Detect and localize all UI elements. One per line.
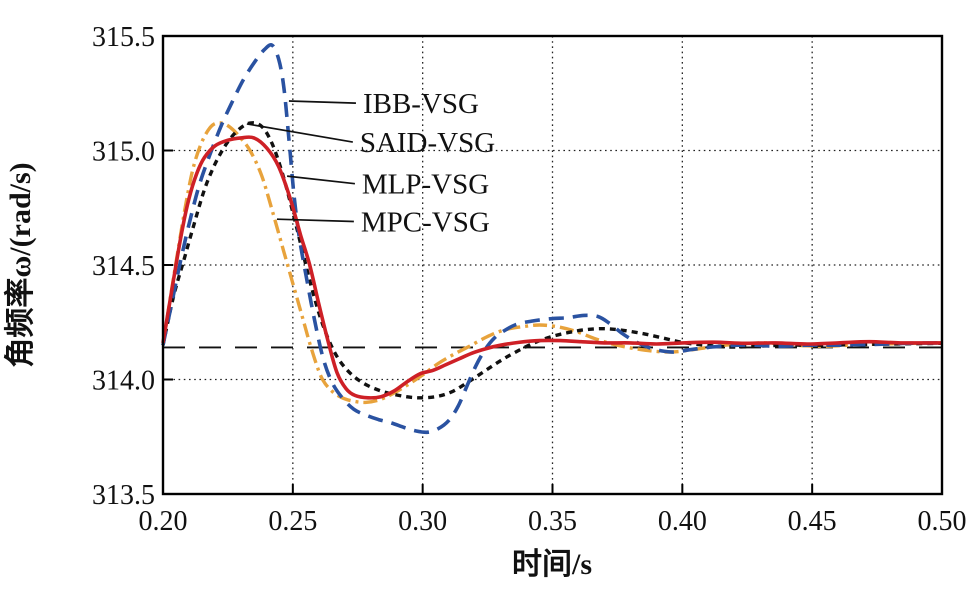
x-tick-label: 0.40 (658, 506, 707, 537)
y-tick-label: 315.5 (92, 22, 155, 53)
series-ibb-vsg-line (161, 43, 943, 435)
legend-annotations: IBB-VSG SAID-VSG MLP-VSG MPC-VSG (246, 88, 495, 238)
legend-leader-said-vsg (246, 123, 353, 143)
legend-leader-ibb-vsg (288, 100, 356, 104)
y-tick-label: 314.5 (92, 251, 155, 282)
gridlines (163, 36, 942, 494)
x-tick-label: 0.45 (788, 506, 837, 537)
y-tick-label: 315.0 (92, 137, 155, 168)
plot-frame (161, 34, 944, 496)
x-tick-label: 0.30 (398, 506, 447, 537)
series-mpc-vsg-line (161, 121, 943, 405)
legend-label-mlp-vsg: MLP-VSG (362, 169, 489, 201)
x-tick-label: 0.20 (139, 506, 188, 537)
series-mlp-vsg-line (161, 135, 943, 400)
series-said-vsg-line (161, 121, 943, 400)
tick-labels: 313.5 314.0 314.5 315.0 315.5 0.20 0.25 0.30 0.3… (92, 22, 967, 537)
x-tick-label: 0.35 (528, 506, 577, 537)
x-tick-label: 0.50 (918, 506, 967, 537)
y-tick-label: 313.5 (92, 480, 155, 511)
series-curves (161, 43, 943, 435)
legend-label-ibb-vsg: IBB-VSG (363, 88, 479, 120)
y-axis-label: 角频率ω/(rad/s) (4, 162, 37, 367)
legend-leader-mpc-vsg (276, 218, 354, 223)
legend-leader-mlp-vsg (287, 175, 355, 185)
x-tick-label: 0.25 (268, 506, 317, 537)
legend-label-said-vsg: SAID-VSG (360, 127, 495, 159)
legend-label-mpc-vsg: MPC-VSG (361, 206, 490, 238)
y-tick-label: 314.0 (92, 366, 155, 397)
x-axis-label: 时间/s (512, 548, 592, 581)
